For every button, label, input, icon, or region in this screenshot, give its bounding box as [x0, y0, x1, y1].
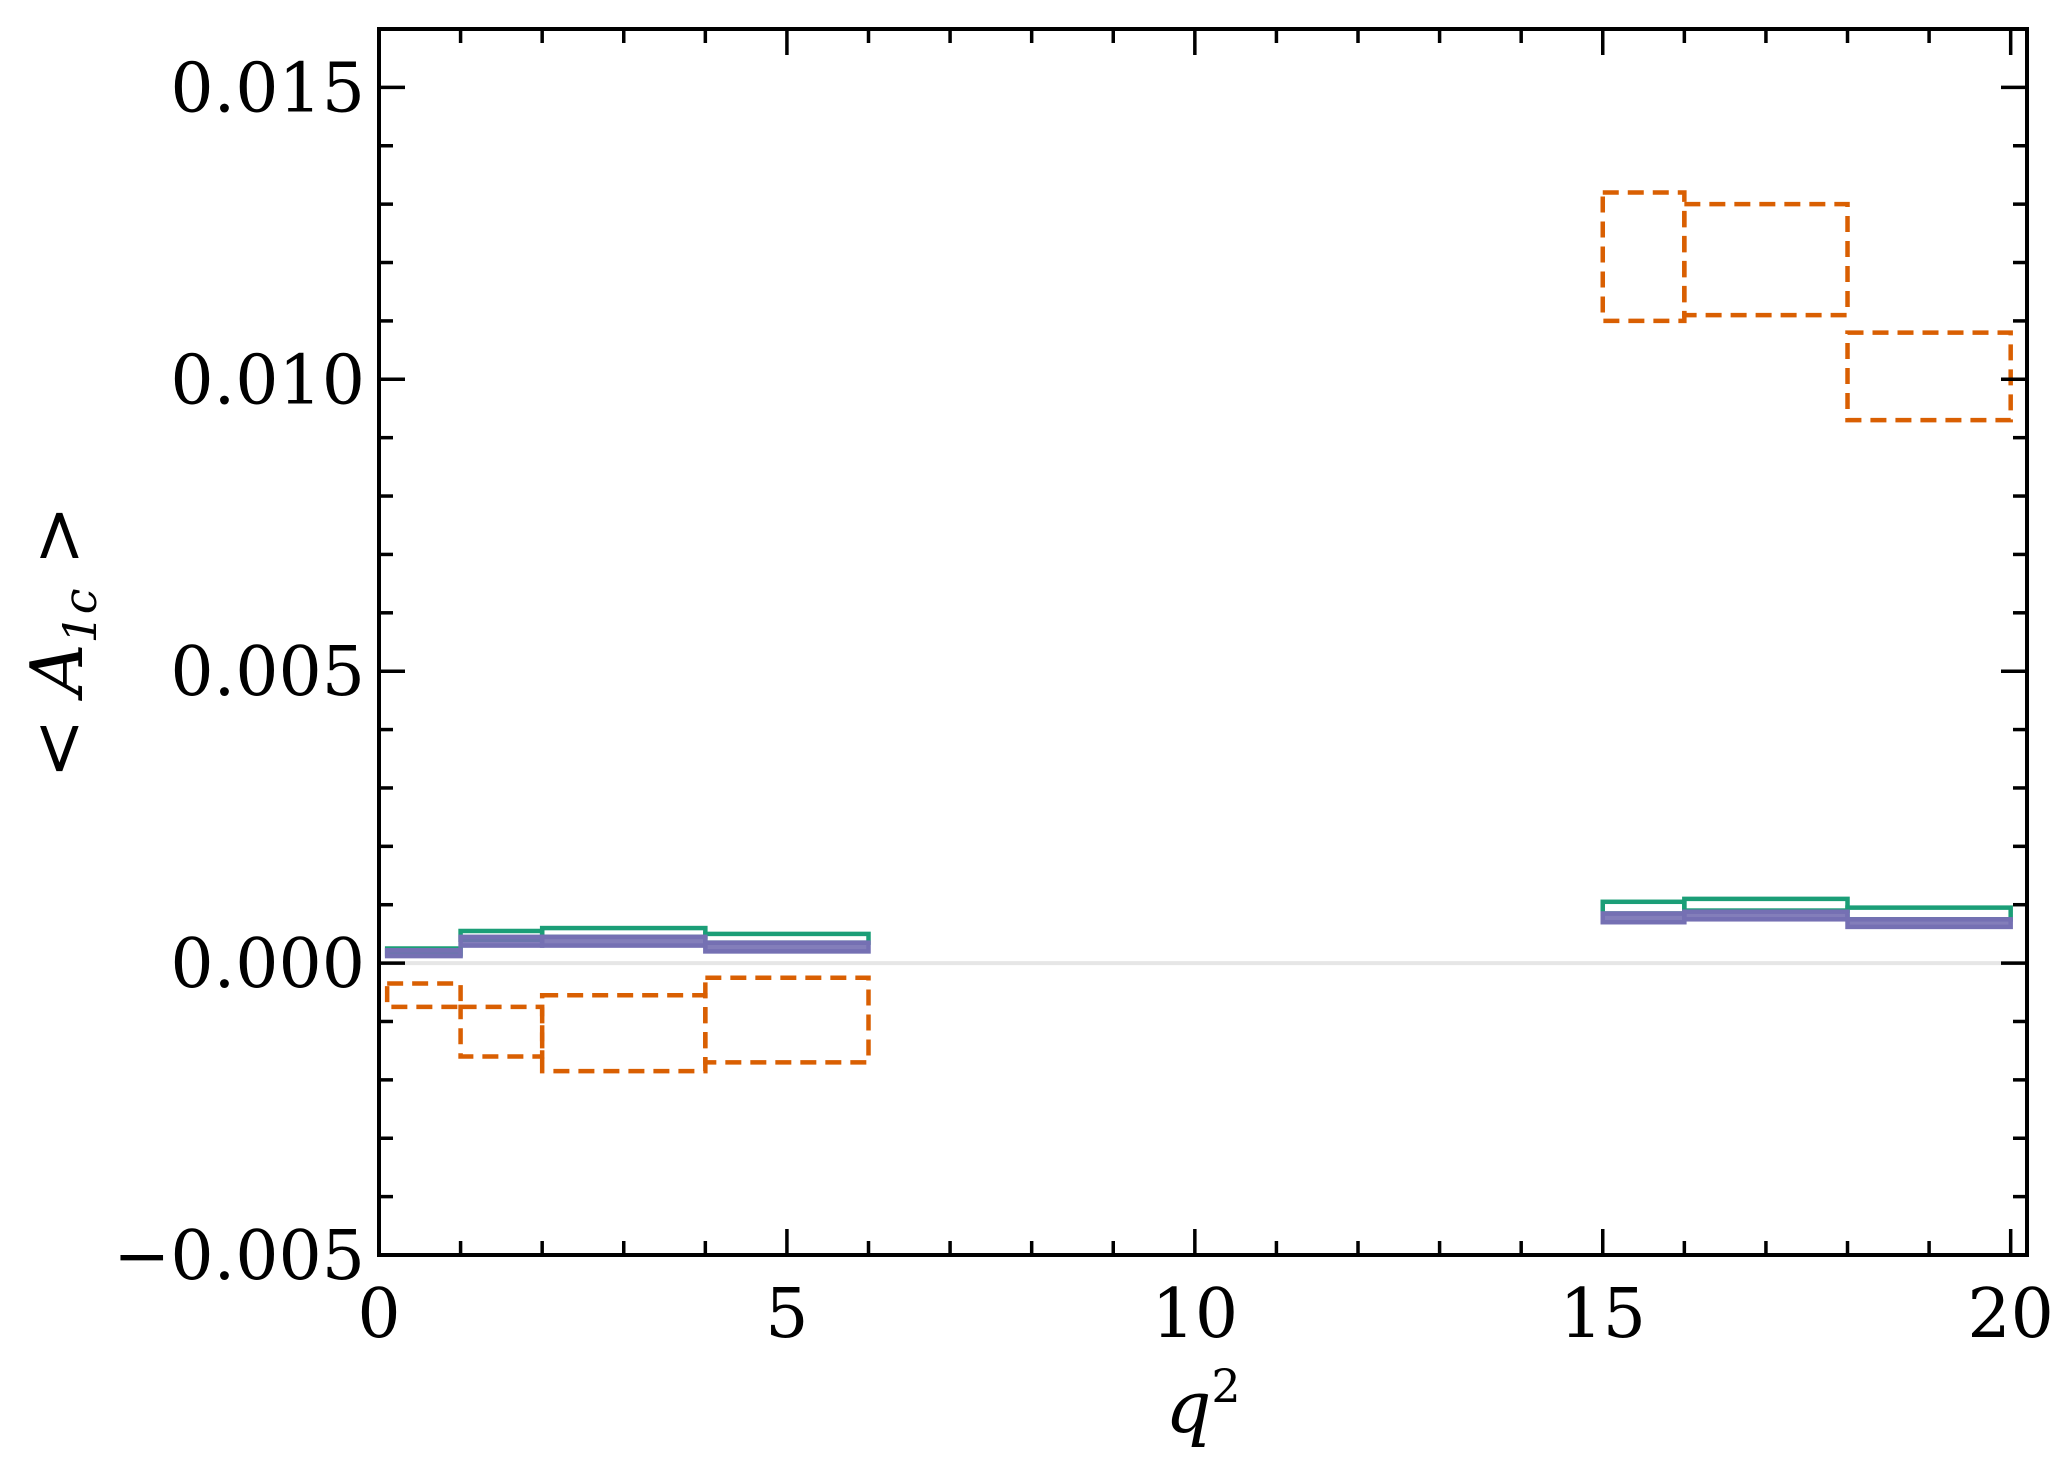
series-2-bin-3 [703, 940, 871, 954]
x-axis-label-main: q [1165, 1365, 1211, 1449]
series-1-bin-5 [1682, 896, 1850, 913]
y-tick-label-4: 0.015 [170, 49, 365, 128]
series-0-bin-2 [539, 992, 708, 1074]
series-0-bin-6 [1845, 330, 2013, 423]
x-tick-label-4: 20 [1967, 1275, 2054, 1354]
y-tick-label-3: 0.010 [170, 341, 365, 420]
plot-frame [377, 27, 2029, 1257]
x-tick-label-3: 15 [1559, 1275, 1646, 1354]
x-tick-label-1: 5 [765, 1275, 808, 1354]
x-axis-label: q2 [1165, 1359, 1240, 1449]
series-2-bin-5 [1682, 909, 1850, 922]
series-2-bin-6 [1845, 917, 2013, 930]
series-2-bin-2 [539, 934, 708, 948]
series-0-bin-0 [384, 981, 463, 1010]
y-tick-label-0: −0.005 [113, 1217, 365, 1296]
series-2-bin-1 [458, 934, 545, 948]
y-axis-label-tail: > [15, 505, 99, 588]
x-tick-label-2: 10 [1152, 1275, 1239, 1354]
series-0-bin-3 [703, 975, 871, 1065]
series-2-bin-0 [384, 948, 463, 959]
series-0-bin-1 [458, 1004, 545, 1059]
series-0-bin-4 [1600, 190, 1687, 324]
y-axis-label: < A1c > [15, 505, 107, 778]
series-0-bin-5 [1682, 201, 1850, 318]
x-axis-label-sup: 2 [1211, 1359, 1240, 1413]
y-tick-label-1: 0.000 [170, 925, 365, 1004]
x-tick-label-0: 0 [357, 1275, 400, 1354]
y-tick-label-2: 0.005 [170, 633, 365, 712]
y-axis-label-main: < A [15, 644, 99, 779]
series-2-bin-4 [1600, 911, 1687, 925]
y-axis-label-sub: 1c [53, 588, 107, 643]
